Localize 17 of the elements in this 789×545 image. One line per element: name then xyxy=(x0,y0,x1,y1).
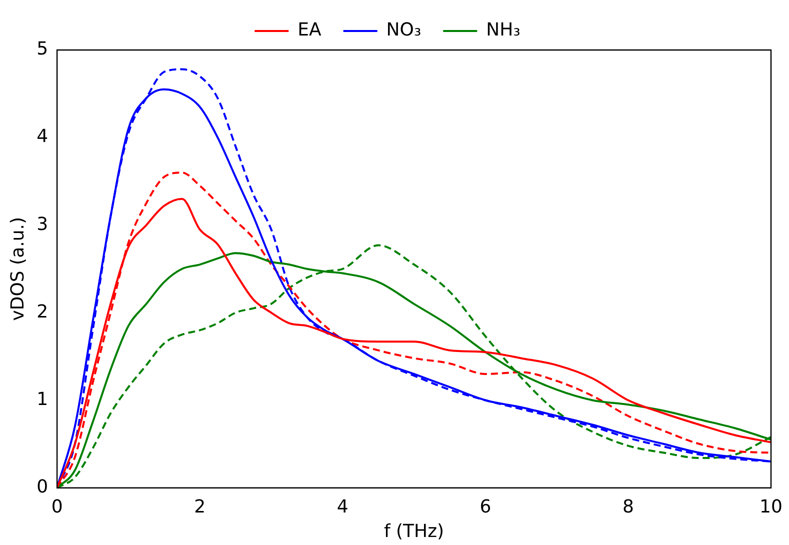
x-tick-label: 2 xyxy=(194,496,206,518)
y-tick-label: 0 xyxy=(36,476,48,498)
x-tick-label: 8 xyxy=(622,496,634,518)
y-tick-label: 5 xyxy=(36,38,48,60)
x-tick-label: 6 xyxy=(480,496,492,518)
y-axis-title: vDOS (a.u.) xyxy=(7,217,28,321)
x-tick-label: 10 xyxy=(760,496,782,518)
x-tick-label: 4 xyxy=(336,496,348,518)
legend-label: NO₃ xyxy=(386,20,422,41)
y-tick-label: 4 xyxy=(36,126,48,148)
y-tick-label: 1 xyxy=(36,388,48,410)
legend-label: NH₃ xyxy=(486,20,520,41)
x-axis-title: f (THz) xyxy=(384,520,444,542)
x-tick-label: 0 xyxy=(51,496,63,518)
legend-label: EA xyxy=(298,20,322,41)
y-tick-label: 3 xyxy=(36,214,48,235)
y-tick-label: 2 xyxy=(36,301,48,322)
